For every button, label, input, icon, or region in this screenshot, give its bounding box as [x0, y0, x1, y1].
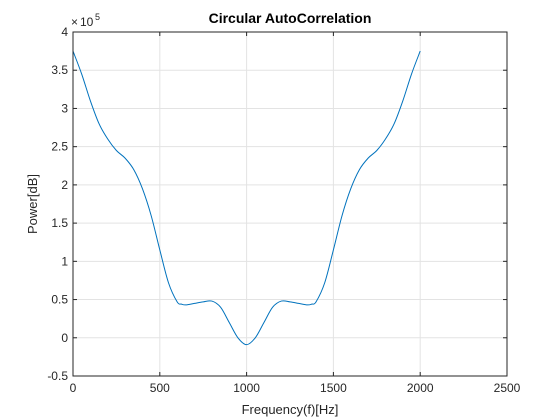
grid-lines — [73, 32, 507, 376]
exponent-prefix: × — [71, 15, 78, 29]
y-tick-label: 3.5 — [51, 63, 68, 77]
x-tick-label: 0 — [70, 381, 77, 395]
chart-title: Circular AutoCorrelation — [209, 10, 372, 26]
x-tick-label: 2500 — [494, 381, 521, 395]
y-tick-label: 0 — [61, 331, 68, 345]
y-tick-labels: -0.5 0 0.5 1 1.5 2 2.5 3 3.5 4 — [47, 25, 68, 383]
x-tick-label: 2000 — [407, 381, 434, 395]
exponent-power: 5 — [95, 12, 100, 22]
plot-area — [73, 32, 507, 376]
x-axis-label: Frequency(f)[Hz] — [242, 402, 339, 417]
tick-marks — [72, 31, 508, 377]
x-tick-label: 1500 — [320, 381, 347, 395]
y-tick-label: 0.5 — [51, 293, 68, 307]
y-exponent-label: × 10 5 — [71, 12, 100, 29]
y-axis-label: Power[dB] — [25, 174, 40, 234]
series-line-autocorrelation — [72, 50, 421, 346]
y-tick-label: 2.5 — [51, 140, 68, 154]
y-tick-label: 3 — [61, 101, 68, 115]
x-tick-label: 1000 — [233, 381, 260, 395]
series-layer — [72, 50, 421, 346]
y-tick-label: 2 — [61, 178, 68, 192]
x-tick-label: 500 — [150, 381, 170, 395]
y-tick-label: 4 — [61, 25, 68, 39]
y-tick-label: -0.5 — [47, 369, 68, 383]
y-tick-label: 1 — [61, 254, 68, 268]
exponent-base: 10 — [80, 15, 94, 29]
x-tick-labels: 0 500 1000 1500 2000 2500 — [70, 381, 521, 395]
y-tick-label: 1.5 — [51, 216, 68, 230]
plot-frame — [72, 31, 508, 377]
